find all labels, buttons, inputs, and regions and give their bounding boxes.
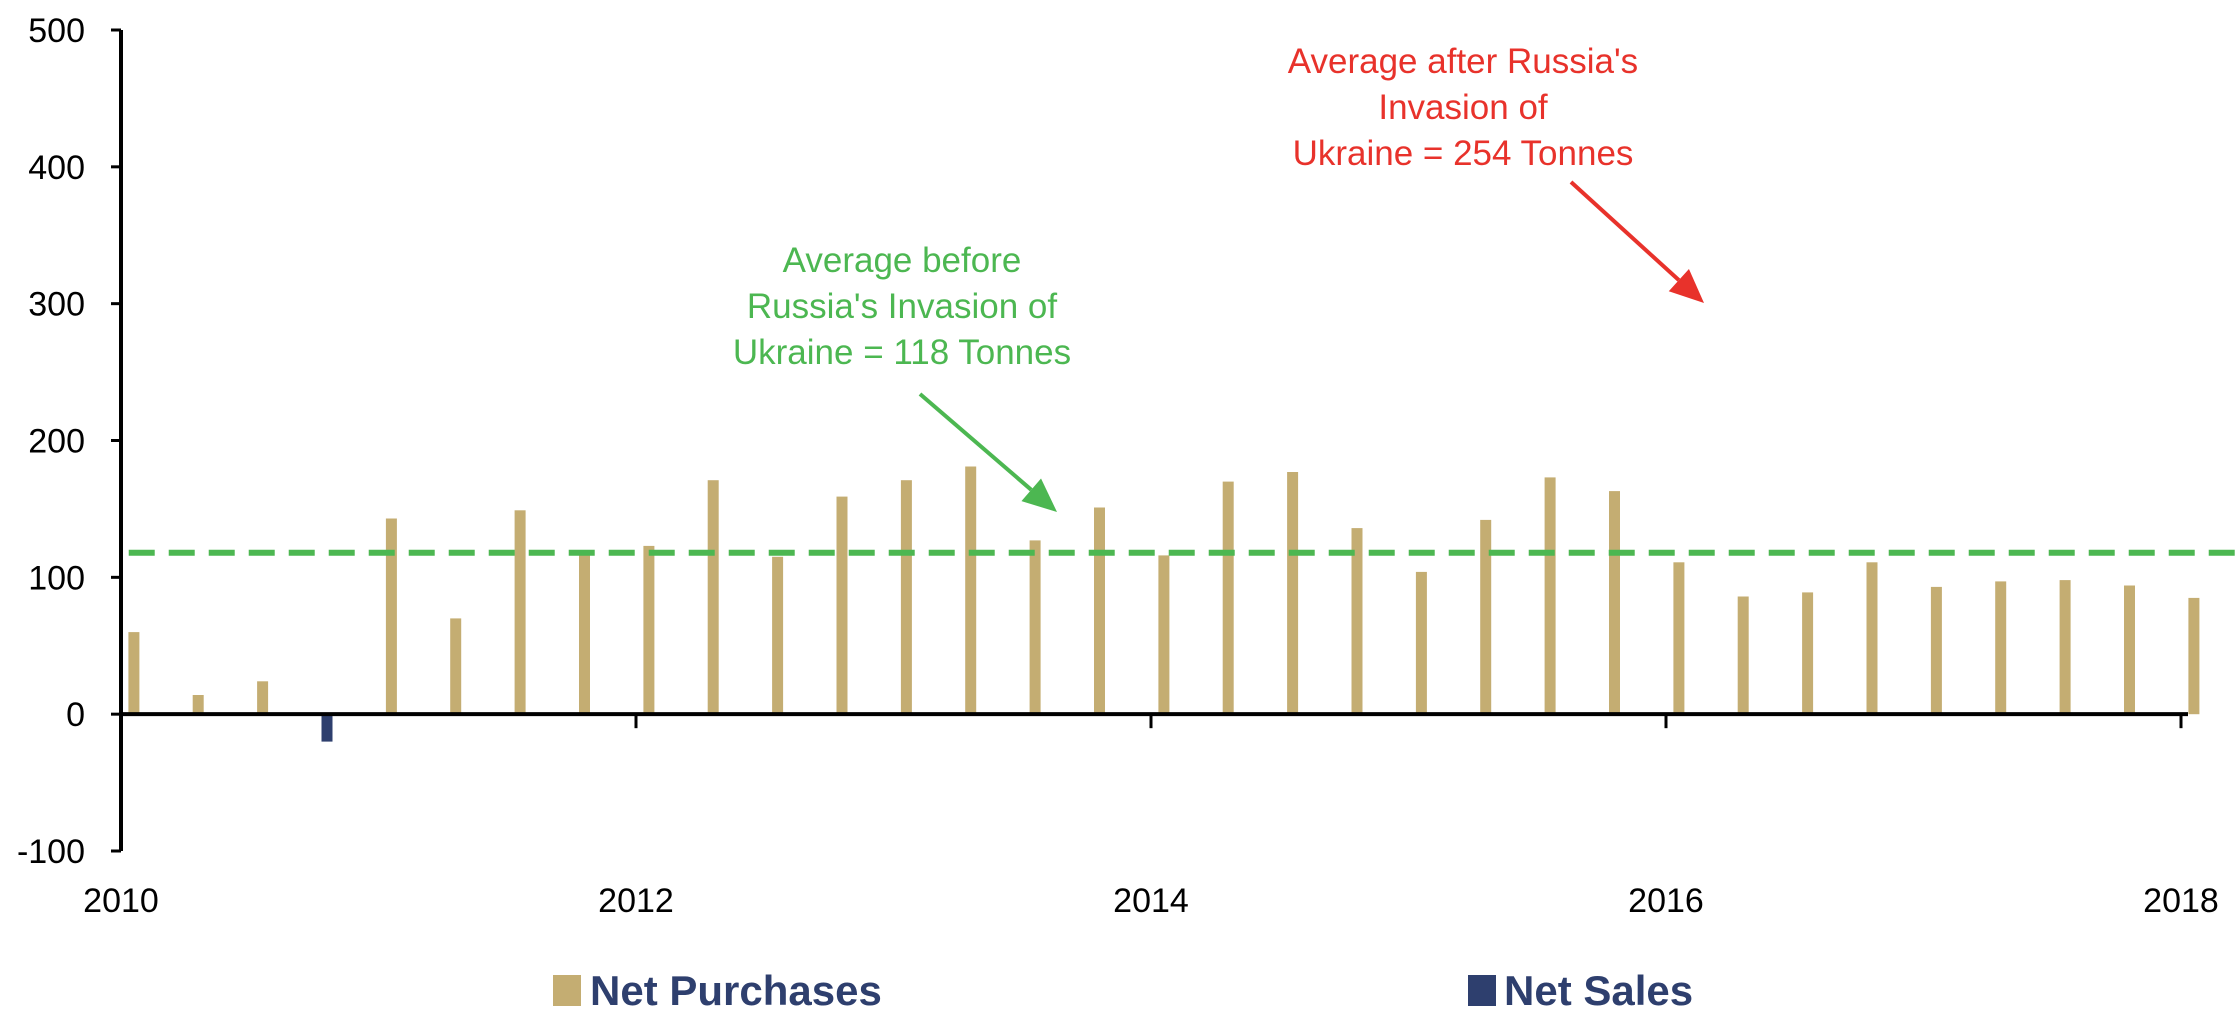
- bar-net-purchases: [1544, 477, 1556, 715]
- reference-lines: [128, 549, 2236, 556]
- arrow-after-invasion: [1569, 180, 1704, 303]
- bar-net-purchases: [836, 496, 848, 715]
- y-tick-label: 300: [28, 286, 85, 324]
- bar-net-purchases: [1802, 592, 1814, 715]
- bar-net-purchases: [1995, 581, 2007, 715]
- bar-net-purchases: [1415, 571, 1427, 715]
- bar-net-purchases: [900, 480, 912, 715]
- bar-net-purchases: [579, 552, 590, 715]
- bar-net-purchases: [643, 545, 655, 715]
- bar-net-purchases: [707, 480, 719, 715]
- bar-net-purchases: [257, 681, 269, 715]
- bar-net-purchases: [514, 510, 526, 715]
- bar-net-sales: [321, 714, 333, 742]
- bar-net-purchases: [1287, 472, 1299, 715]
- x-tick-label: 2012: [598, 882, 674, 920]
- legend-label-net-purchases: Net Purchases: [590, 967, 882, 1014]
- bar-net-purchases: [1673, 562, 1685, 715]
- y-tick-label: 100: [28, 559, 85, 597]
- y-tick-label: 0: [66, 696, 85, 734]
- bar-net-purchases: [772, 556, 784, 715]
- bars-group: [128, 466, 2200, 742]
- bar-net-purchases: [1609, 491, 1620, 715]
- x-tick-label: 2018: [2143, 882, 2219, 920]
- legend-swatch-net-purchases: [553, 975, 581, 1006]
- bar-net-purchases: [1222, 481, 1234, 715]
- bar-net-purchases: [1737, 596, 1749, 715]
- legend-label-net-sales: Net Sales: [1504, 967, 1693, 1014]
- annotations: Average before Russia's Invasion of Ukrain…: [733, 42, 1704, 512]
- axes: -100 0 100 200 300 400 500 2010 2012 2014 2016 2018…: [17, 12, 2219, 920]
- annotation-before-invasion-line: Average before: [783, 241, 1022, 280]
- bar-net-purchases: [1930, 586, 1942, 715]
- annotation-after-invasion-line: Ukraine = 254 Tonnes: [1293, 134, 1634, 173]
- bar-net-purchases: [1158, 555, 1170, 715]
- x-tick-label: 2016: [1628, 882, 1704, 920]
- annotation-after-invasion-line: Invasion of: [1378, 88, 1548, 127]
- annotation-before-invasion-line: Ukraine = 118 Tonnes: [733, 333, 1071, 372]
- bar-net-purchases: [1866, 562, 1878, 715]
- annotation-before-invasion-line: Russia's Invasion of: [747, 287, 1057, 326]
- y-tick-label: -100: [17, 833, 85, 871]
- bar-net-purchases: [450, 618, 462, 715]
- bar-net-purchases: [128, 632, 140, 715]
- annotation-after-invasion-line: Average after Russia's: [1288, 42, 1638, 81]
- legend-swatch-net-sales: [1468, 975, 1496, 1006]
- bar-net-purchases: [2188, 597, 2200, 715]
- bar-net-purchases: [192, 695, 204, 715]
- y-tick-label: 500: [28, 12, 85, 50]
- arrow-before-invasion: [918, 392, 1057, 512]
- bar-net-purchases: [1029, 540, 1041, 715]
- bar-net-purchases: [2059, 580, 2071, 715]
- y-tick-label: 200: [28, 423, 85, 461]
- x-tick-label: 2010: [83, 882, 159, 920]
- bar-net-purchases: [1480, 519, 1492, 715]
- bar-net-purchases: [385, 518, 397, 715]
- x-tick-label: 2014: [1113, 882, 1189, 920]
- bar-net-purchases: [1094, 507, 1105, 715]
- legend: Net Purchases Net Sales: [553, 967, 1693, 1014]
- bar-net-purchases: [2124, 585, 2135, 715]
- bar-net-purchases: [965, 466, 977, 715]
- y-tick-label: 400: [28, 149, 85, 187]
- bar-net-purchases: [1351, 528, 1363, 715]
